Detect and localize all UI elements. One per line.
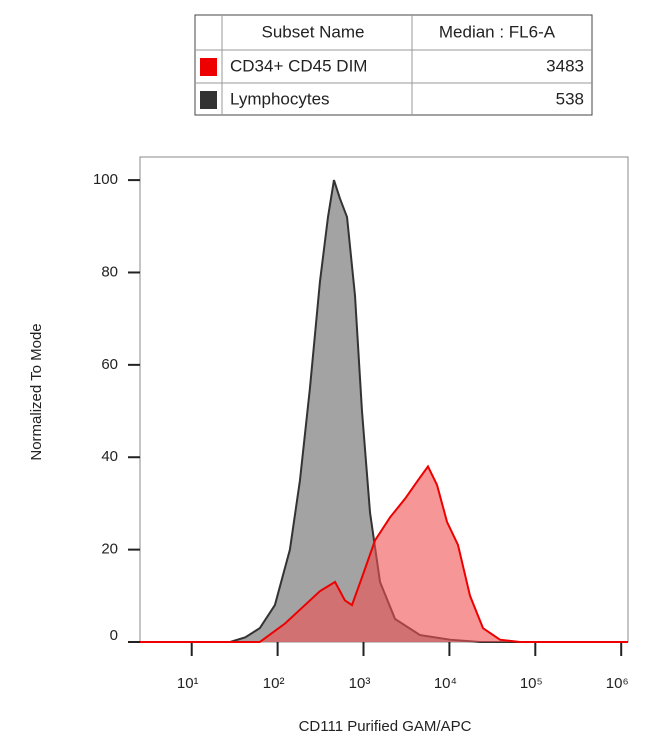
table-header: Subset Name <box>262 22 365 41</box>
legend-table <box>194 14 593 116</box>
y-axis-label: Normalized To Mode <box>28 323 45 460</box>
y-tick-label: 40 <box>101 448 118 465</box>
y-tick-label: 100 <box>93 171 118 188</box>
table-header: Median : FL6-A <box>439 22 556 41</box>
y-tick-label: 60 <box>101 356 118 373</box>
y-tick-label: 80 <box>101 263 118 280</box>
x-tick-label: 10³ <box>349 675 371 692</box>
legend-median: 538 <box>556 89 584 108</box>
x-tick-label: 10⁶ <box>606 675 629 692</box>
area-line <box>140 464 628 643</box>
area-fill <box>140 466 628 642</box>
x-tick-label: 10² <box>263 675 285 692</box>
legend-swatch <box>200 58 217 76</box>
x-tick-label: 10⁵ <box>520 675 543 692</box>
legend-swatch <box>200 91 217 109</box>
x-tick-label: 10¹ <box>177 675 199 692</box>
legend-label: Lymphocytes <box>230 89 330 108</box>
y-tick-label: 20 <box>101 541 118 558</box>
y-tick-label: 0 <box>110 627 118 644</box>
legend-median: 3483 <box>546 56 584 75</box>
x-tick-label: 10⁴ <box>434 675 457 692</box>
legend-label: CD34+ CD45 DIM <box>230 56 367 75</box>
x-axis-label: CD111 Purified GAM/APC <box>299 718 472 735</box>
